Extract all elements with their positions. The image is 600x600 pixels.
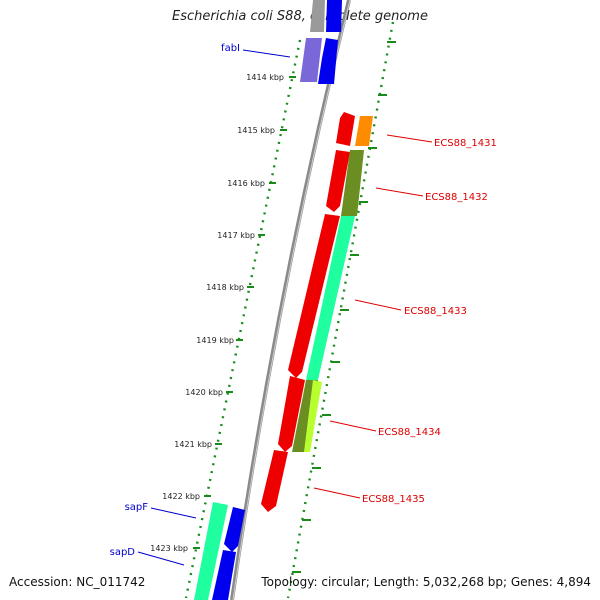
forward-strand-genes [194,116,373,600]
gene-feature[interactable] [224,507,245,552]
gene-label-sapd[interactable]: sapD [110,547,136,558]
summary-text: Topology: circular; Length: 5,032,268 bp… [261,575,591,589]
gene-label-ecs88-1434[interactable]: ECS88_1434 [378,427,441,438]
tick-label: 1415 kbp [237,126,275,135]
tick-label: 1419 kbp [196,336,234,345]
gene-feature[interactable] [261,450,288,512]
gene-feature[interactable] [278,376,305,452]
gene-feature[interactable] [326,150,350,212]
tick-label: 1416 kbp [227,179,265,188]
gene-labels: fabI ECS88_1431 ECS88_1432 ECS88_1433 EC… [110,43,497,558]
tick-label: 1420 kbp [185,388,223,397]
reverse-strand-genes [212,0,355,600]
tick-label: 1423 kbp [150,544,188,553]
gene-feature[interactable] [355,116,373,146]
gene-feature[interactable] [336,112,355,146]
gene-label-sapf[interactable]: sapF [125,502,149,513]
tick-label: 1418 kbp [206,283,244,292]
tick-label: 1414 kbp [246,73,284,82]
gene-label-ecs88-1433[interactable]: ECS88_1433 [404,306,467,317]
gene-feature[interactable] [212,550,236,600]
tick-label: 1421 kbp [174,440,212,449]
gene-label-ecs88-1435[interactable]: ECS88_1435 [362,494,425,505]
gene-label-ecs88-1431[interactable]: ECS88_1431 [434,138,497,149]
tick-labels: 1414 kbp 1415 kbp 1416 kbp 1417 kbp 1418… [150,73,284,553]
gene-label-fabi[interactable]: fabI [221,43,240,54]
label-connectors [137,49,433,566]
tick-label: 1422 kbp [162,492,200,501]
gene-feature[interactable] [326,0,342,32]
gene-feature[interactable] [288,214,340,378]
gene-feature[interactable] [306,216,355,380]
right-dotted-ruler [286,21,395,599]
gene-feature[interactable] [341,150,364,216]
gene-fabi[interactable] [300,38,322,82]
gene-feature[interactable] [194,502,228,600]
gene-feature[interactable] [304,380,322,452]
accession-text: Accession: NC_011742 [9,575,146,589]
gene-feature[interactable] [318,38,338,84]
tick-marks [193,41,396,573]
gene-feature[interactable] [310,0,325,32]
map-title: Escherichia coli S88, complete genome [172,9,428,24]
gene-label-ecs88-1432[interactable]: ECS88_1432 [425,192,488,203]
tick-label: 1417 kbp [217,231,255,240]
